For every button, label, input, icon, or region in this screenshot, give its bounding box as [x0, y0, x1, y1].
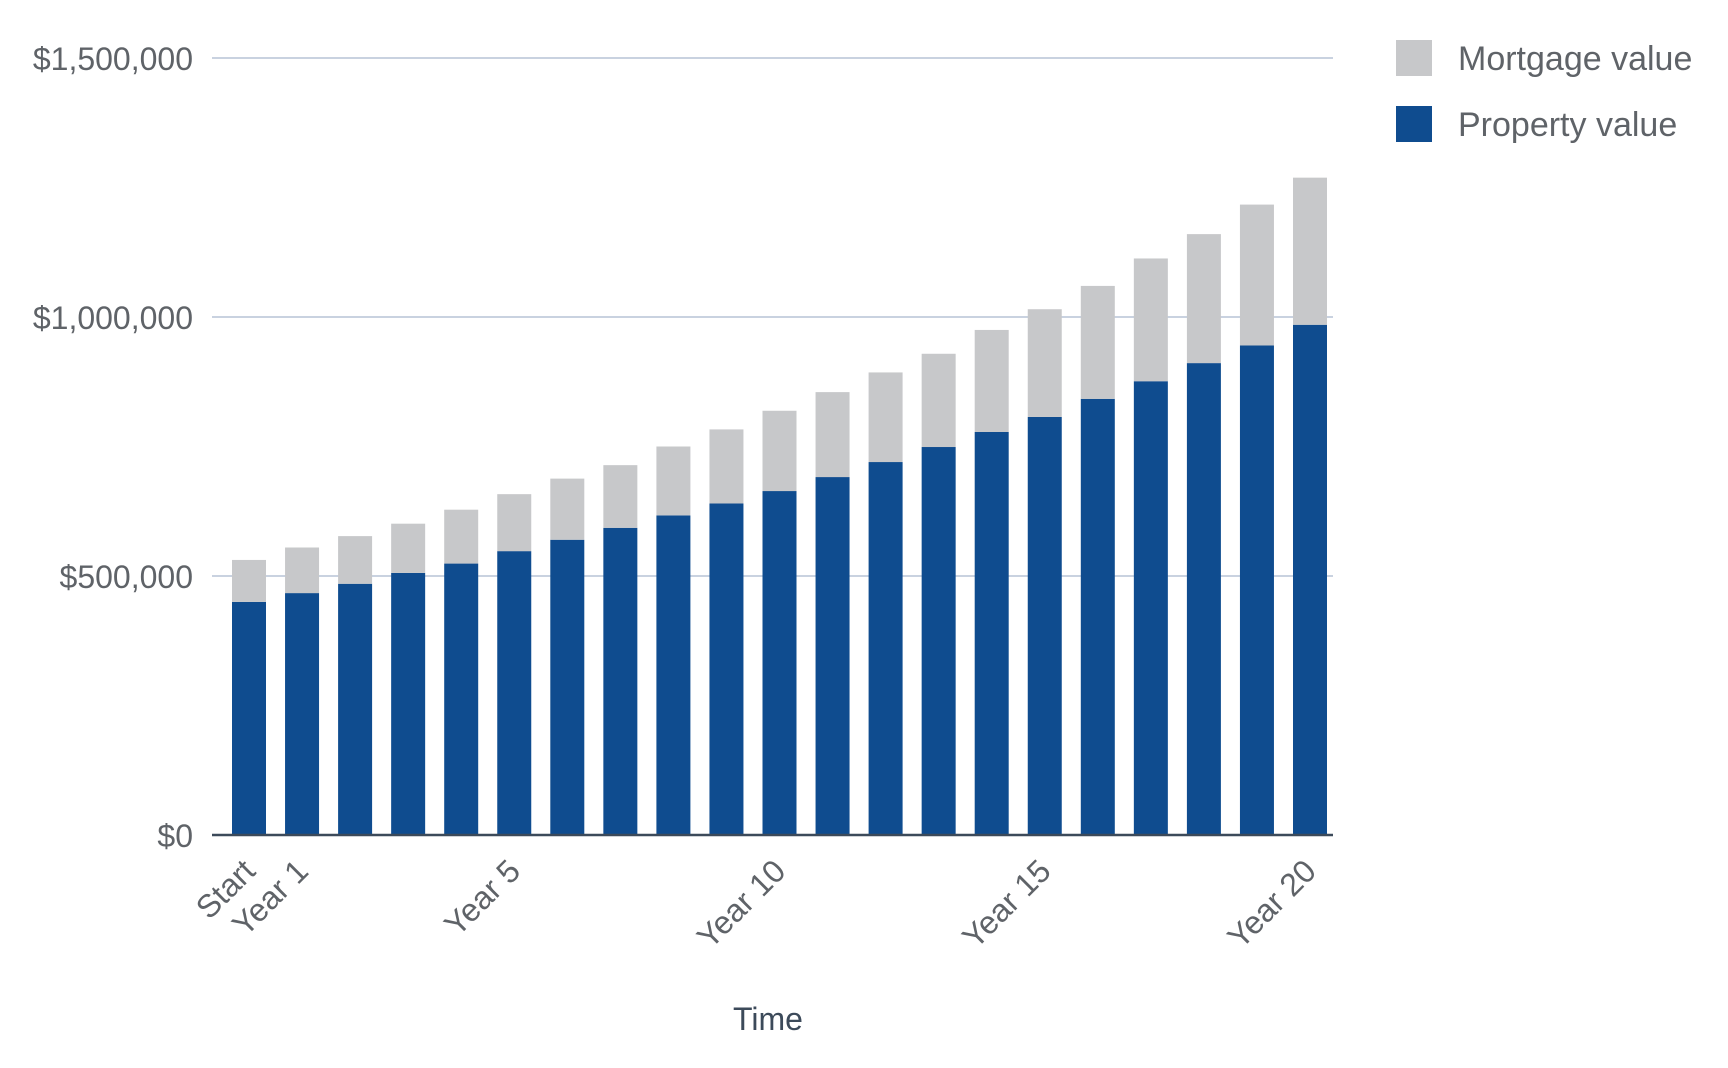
- x-tick-label: Year 10: [690, 852, 793, 955]
- bar-property-value: [338, 583, 373, 835]
- bar-mortgage-value: [921, 353, 956, 448]
- bar-mortgage-value: [815, 392, 850, 478]
- bar-property-value: [444, 563, 479, 835]
- bar-mortgage-value: [1133, 258, 1168, 382]
- bar-property-value: [1133, 381, 1168, 835]
- x-tick-label: Year 20: [1220, 852, 1323, 955]
- bar-mortgage-value: [974, 329, 1009, 432]
- legend-swatch: [1396, 40, 1432, 76]
- bar-property-value: [497, 551, 532, 835]
- bar-mortgage-value: [550, 478, 585, 540]
- bar-mortgage-value: [338, 536, 373, 584]
- bar-mortgage-value: [656, 446, 691, 516]
- legend-label: Mortgage value: [1458, 40, 1692, 78]
- bar-property-value: [868, 462, 903, 835]
- bar-property-value: [921, 447, 956, 835]
- legend-label: Property value: [1458, 106, 1677, 144]
- bar-property-value: [232, 601, 266, 835]
- bar-property-value: [1186, 363, 1221, 835]
- bar-mortgage-value: [1186, 234, 1221, 364]
- y-tick-label: $1,500,000: [33, 41, 193, 77]
- bar-property-value: [656, 515, 691, 835]
- legend: Mortgage value Property value: [1396, 40, 1692, 144]
- bar-mortgage-value: [285, 547, 320, 594]
- bar-mortgage-value: [232, 559, 266, 602]
- bar-property-value: [974, 431, 1009, 835]
- bar-property-value: [285, 593, 320, 835]
- bar-property-value: [1027, 416, 1062, 835]
- x-axis-title: Time: [733, 1001, 803, 1037]
- bar-mortgage-value: [1080, 285, 1115, 399]
- bars: [232, 177, 1327, 835]
- bar-mortgage-value: [1239, 204, 1274, 346]
- bar-mortgage-value: [497, 494, 532, 552]
- bar-mortgage-value: [868, 372, 903, 463]
- bar-property-value: [1080, 398, 1115, 835]
- x-tick-label: Year 15: [955, 852, 1058, 955]
- x-tick-label: Year 5: [437, 852, 527, 942]
- bar-property-value: [603, 527, 638, 835]
- bar-property-value: [391, 572, 426, 835]
- bar-mortgage-value: [444, 509, 479, 564]
- bar-mortgage-value: [762, 410, 797, 492]
- bar-property-value: [550, 539, 585, 835]
- bar-mortgage-value: [1293, 177, 1327, 325]
- bar-property-value: [1293, 324, 1327, 835]
- y-tick-label: $1,000,000: [33, 300, 193, 336]
- bar-mortgage-value: [603, 465, 638, 528]
- bar-mortgage-value: [391, 523, 426, 573]
- bar-property-value: [815, 477, 850, 835]
- bar-property-value: [762, 491, 797, 835]
- y-tick-label: $500,000: [60, 559, 193, 595]
- bar-property-value: [1239, 345, 1274, 835]
- y-tick-label: $0: [157, 818, 193, 854]
- legend-swatch: [1396, 106, 1432, 142]
- bar-mortgage-value: [709, 429, 744, 504]
- bar-property-value: [709, 503, 744, 835]
- bar-mortgage-value: [1027, 309, 1062, 417]
